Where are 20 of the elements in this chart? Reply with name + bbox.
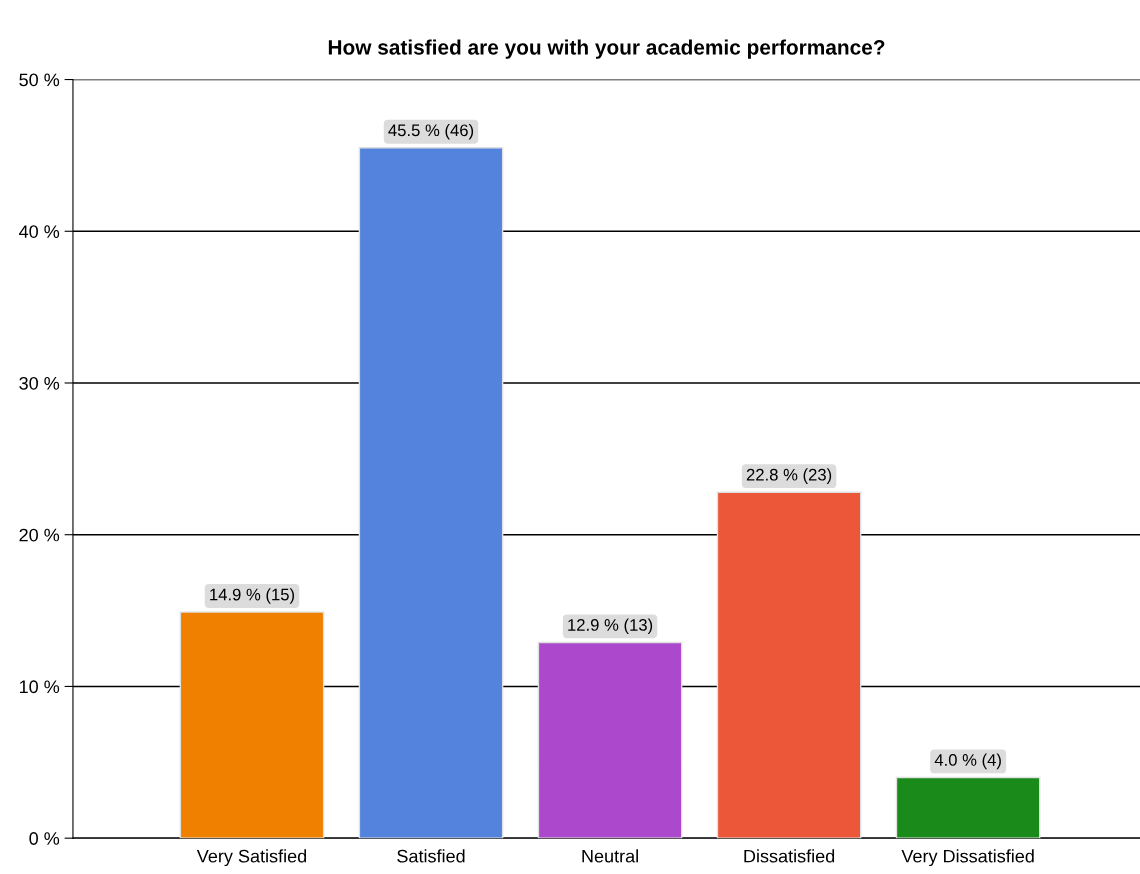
data-label: 45.5 % (46) (388, 123, 474, 140)
data-label: 14.9 % (15) (210, 588, 295, 604)
x-tick-label: Very Dissatisfied (901, 849, 1034, 867)
bar (358, 147, 504, 839)
bar (179, 611, 325, 839)
y-tick-label: 30 % (19, 376, 60, 390)
x-tick-label: Dissatisfied (744, 849, 835, 863)
data-label: 12.9 % (13) (568, 618, 653, 635)
chart-title: How satisfied are you with your academic performance? (328, 39, 885, 59)
y-tick-label: 10 % (19, 680, 60, 694)
bar (716, 491, 862, 839)
x-tick-label: Satisfied (397, 849, 465, 863)
y-tick-label: 50 % (19, 73, 60, 87)
y-tick-label: 40 % (19, 225, 60, 238)
x-tick-label: Neutral (582, 849, 638, 863)
data-label: 4.0 % (4) (934, 753, 1001, 770)
x-tick-label: Very Satisfied (196, 849, 307, 867)
y-tick-label: 20 % (19, 528, 60, 542)
y-tick-label: 0 % (29, 832, 60, 845)
data-label: 22.8 % (23) (746, 468, 832, 484)
